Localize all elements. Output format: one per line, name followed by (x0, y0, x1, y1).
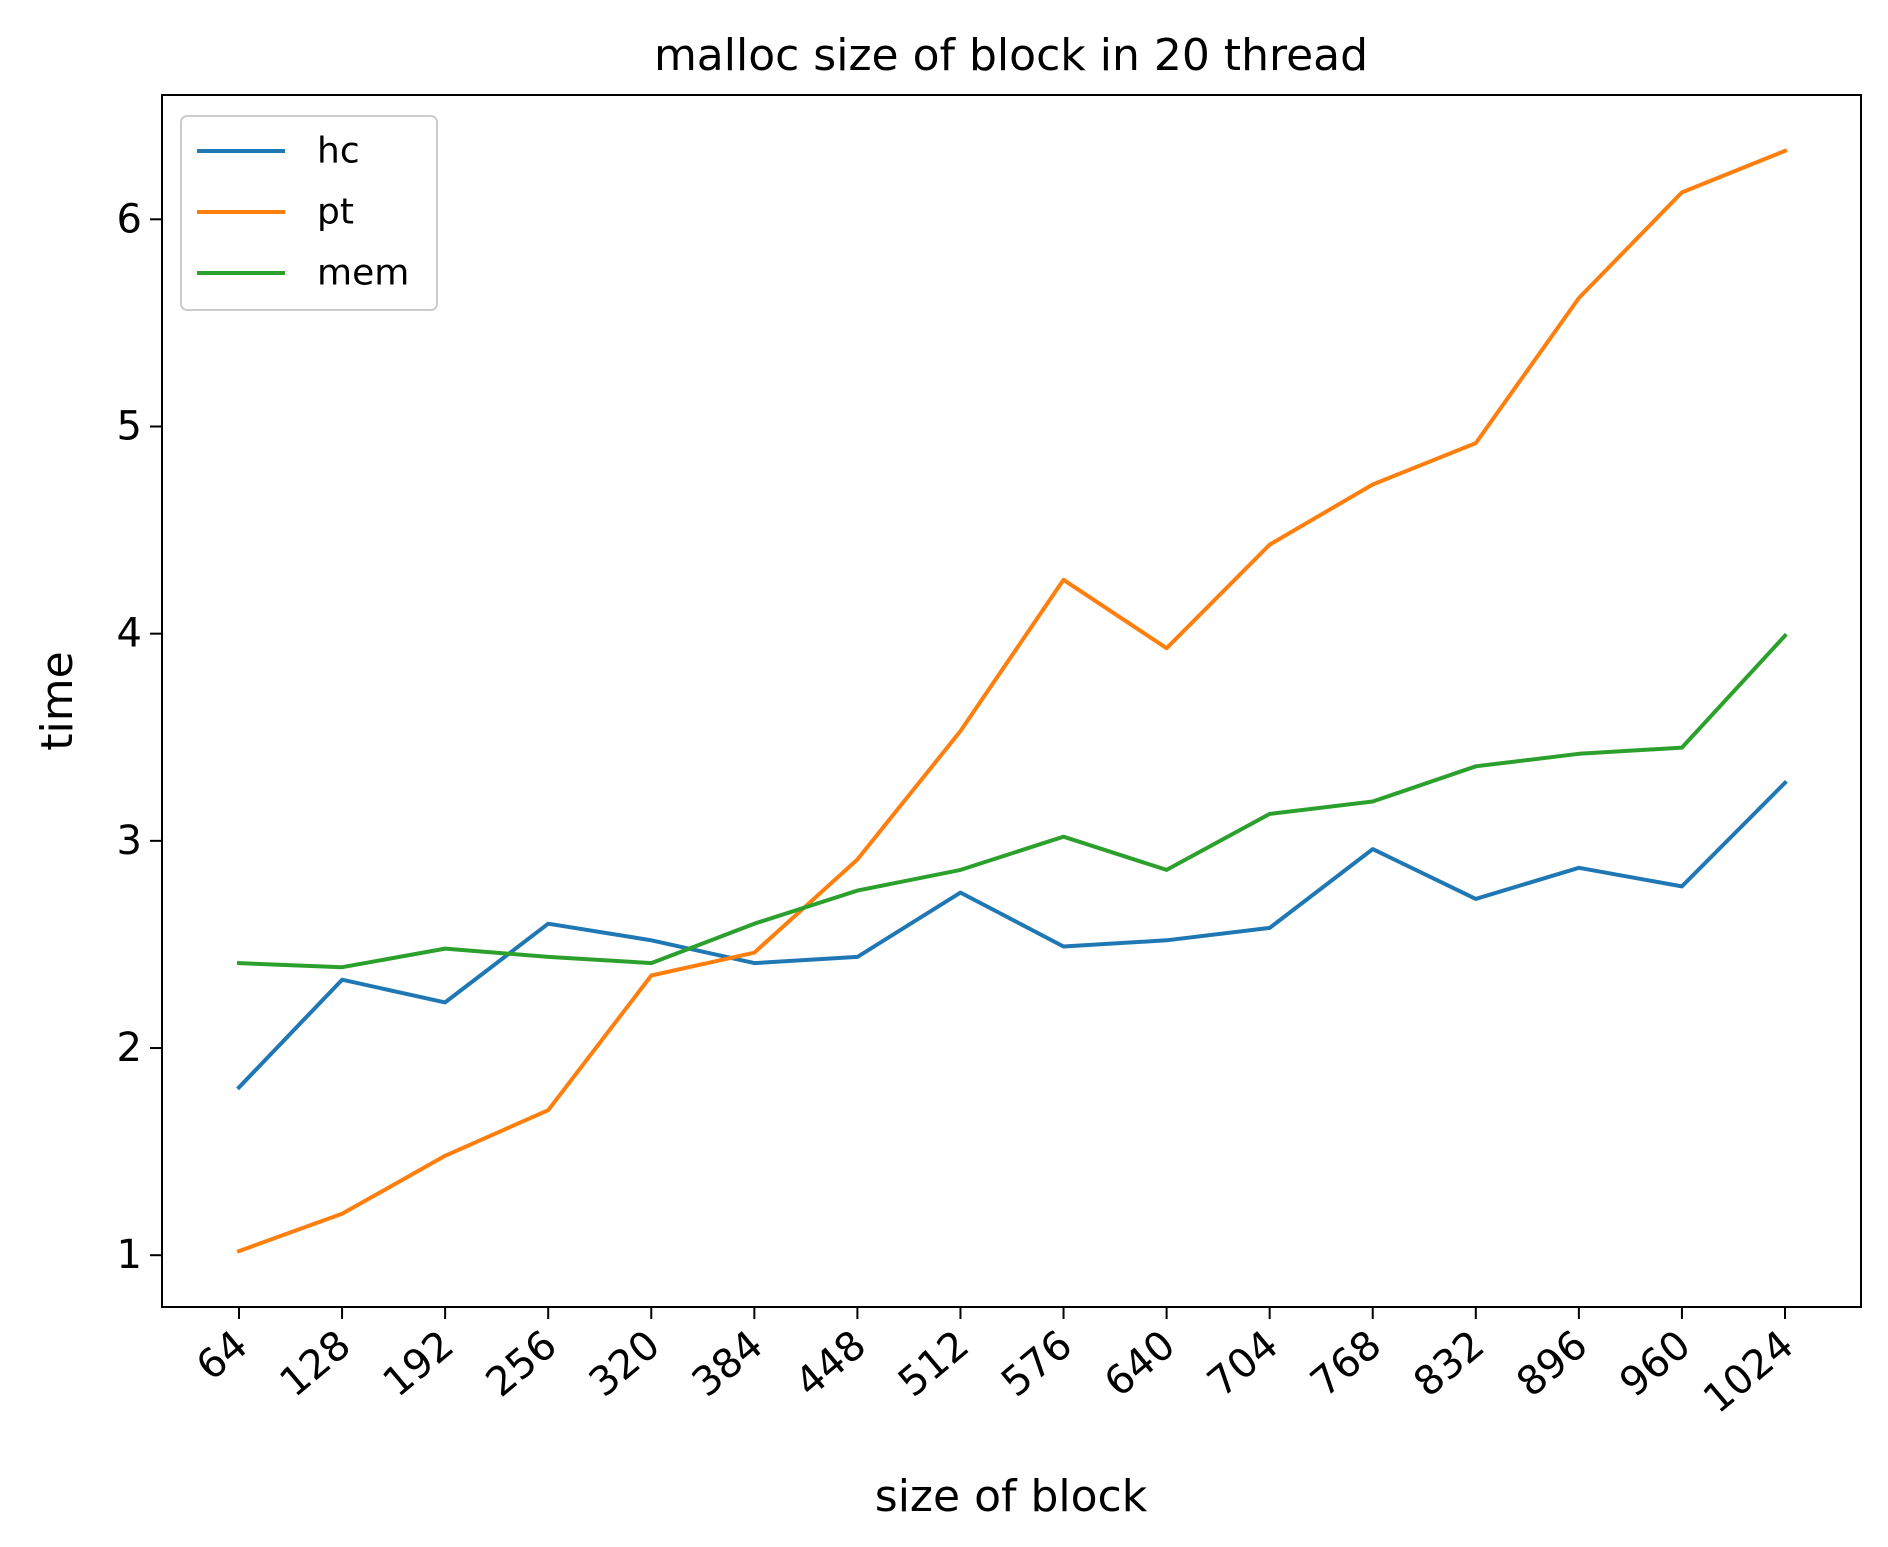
legend-label-pt: pt (317, 192, 354, 233)
y-tick-label: 1 (117, 1232, 142, 1278)
x-axis: 64 128 192 256 320 384 448 512 576 640 704 768 832 89… (188, 1307, 1803, 1423)
x-tick-label: 768 (1302, 1322, 1390, 1406)
x-tick-label: 256 (478, 1322, 566, 1406)
x-tick-label: 384 (684, 1322, 772, 1406)
x-tick-label: 512 (890, 1322, 978, 1406)
x-tick-label: 960 (1611, 1322, 1699, 1406)
y-tick-label: 3 (117, 818, 142, 864)
y-tick-label: 5 (117, 403, 142, 449)
series-line-hc (236, 779, 1788, 1091)
series-line-pt (236, 148, 1788, 1254)
y-axis-label: time (32, 651, 83, 750)
x-tick-label: 320 (581, 1322, 669, 1406)
x-tick-label: 640 (1096, 1322, 1184, 1406)
series-layer (236, 148, 1788, 1254)
x-tick-label: 1024 (1695, 1322, 1803, 1423)
x-axis-label: size of block (875, 1471, 1148, 1522)
y-tick-label: 4 (117, 611, 142, 657)
series-line-mem (236, 632, 1788, 970)
legend: hc pt mem (180, 115, 438, 311)
x-tick-label: 704 (1199, 1322, 1287, 1406)
chart-title: malloc size of block in 20 thread (654, 30, 1368, 81)
x-tick-label: 832 (1405, 1322, 1493, 1406)
x-tick-label: 128 (272, 1322, 360, 1406)
legend-label-hc: hc (317, 131, 360, 172)
y-axis: 1 2 3 4 5 6 (117, 196, 162, 1278)
x-tick-label: 576 (993, 1322, 1081, 1406)
x-tick-label: 896 (1508, 1322, 1596, 1406)
plot-area (161, 94, 1862, 1308)
legend-box (180, 115, 438, 311)
x-tick-label: 64 (188, 1322, 257, 1390)
y-tick-label: 2 (117, 1025, 142, 1071)
y-tick-label: 6 (117, 196, 142, 242)
x-tick-label: 448 (787, 1322, 875, 1406)
legend-items: hc pt mem (197, 131, 409, 294)
x-tick-label: 192 (375, 1322, 463, 1406)
axes-frame (161, 94, 1862, 1308)
legend-label-mem: mem (317, 253, 409, 294)
